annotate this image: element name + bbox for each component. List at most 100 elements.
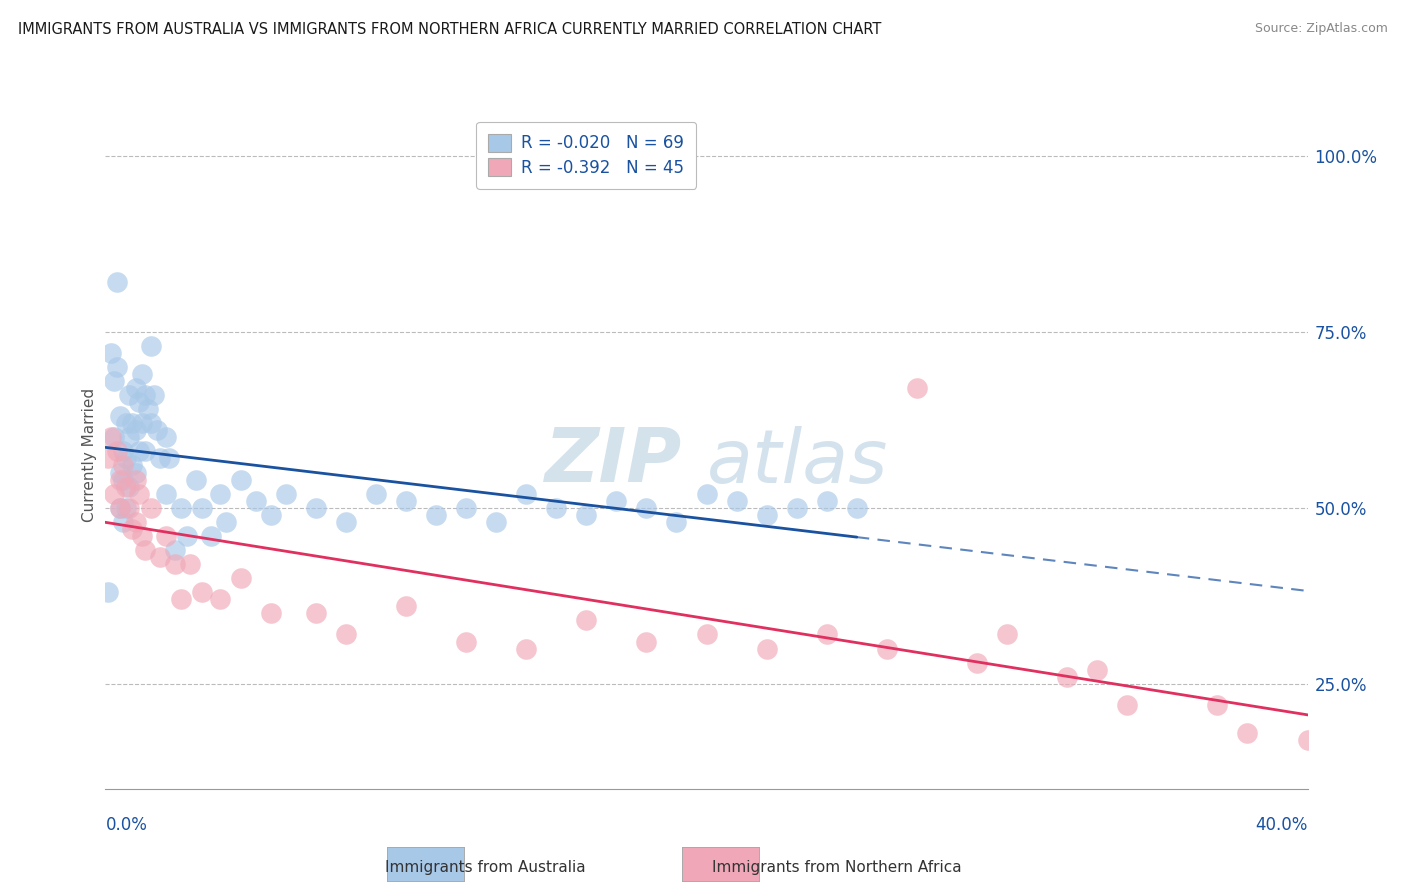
Point: [118, 500, 141, 515]
Point: [121, 522, 143, 536]
Point: [190, 500, 212, 515]
Point: [229, 571, 252, 585]
Point: [1236, 726, 1258, 740]
Point: [110, 473, 132, 487]
Point: [134, 388, 156, 402]
Point: [200, 529, 222, 543]
Point: [107, 444, 129, 458]
Text: 40.0%: 40.0%: [1256, 816, 1308, 834]
Point: [163, 557, 186, 571]
Point: [335, 515, 357, 529]
Point: [142, 388, 165, 402]
Point: [103, 486, 125, 500]
Point: [155, 430, 177, 444]
Point: [97, 585, 120, 599]
Point: [208, 592, 231, 607]
Point: [124, 466, 146, 480]
Legend: R = -0.020   N = 69, R = -0.392   N = 45: R = -0.020 N = 69, R = -0.392 N = 45: [477, 122, 696, 188]
Point: [110, 500, 132, 515]
Point: [155, 486, 177, 500]
Point: [755, 641, 778, 656]
Point: [103, 374, 125, 388]
Point: [636, 634, 658, 648]
Point: [97, 451, 120, 466]
Point: [636, 500, 658, 515]
Point: [107, 359, 129, 374]
Point: [214, 515, 236, 529]
Point: [118, 480, 141, 494]
Point: [755, 508, 778, 522]
Point: [169, 500, 191, 515]
Point: [124, 515, 146, 529]
Text: Source: ZipAtlas.com: Source: ZipAtlas.com: [1254, 22, 1388, 36]
Point: [112, 444, 135, 458]
Point: [148, 549, 170, 564]
Text: ZIP: ZIP: [546, 425, 682, 498]
Text: 0.0%: 0.0%: [105, 816, 148, 834]
Point: [139, 416, 162, 430]
Point: [155, 529, 177, 543]
Point: [1056, 670, 1078, 684]
Point: [148, 451, 170, 466]
Point: [845, 500, 868, 515]
Point: [1296, 733, 1319, 747]
Point: [1085, 663, 1108, 677]
Point: [107, 276, 129, 290]
Point: [124, 381, 146, 395]
Point: [456, 634, 478, 648]
Point: [208, 486, 231, 500]
Point: [515, 486, 537, 500]
Point: [546, 500, 568, 515]
Point: [456, 500, 478, 515]
Point: [157, 451, 180, 466]
Point: [1116, 698, 1139, 712]
Point: [131, 367, 153, 381]
Point: [274, 486, 297, 500]
Point: [112, 515, 135, 529]
Point: [425, 508, 447, 522]
Point: [136, 402, 159, 417]
Point: [815, 493, 838, 508]
Point: [121, 416, 143, 430]
Point: [134, 543, 156, 558]
Point: [335, 627, 357, 641]
Point: [786, 500, 808, 515]
Point: [696, 627, 718, 641]
Point: [139, 500, 162, 515]
Point: [260, 508, 283, 522]
Text: Immigrants from Australia: Immigrants from Australia: [385, 860, 585, 874]
Point: [115, 416, 138, 430]
Point: [100, 430, 122, 444]
Point: [163, 543, 186, 558]
Point: [124, 423, 146, 437]
Point: [112, 473, 135, 487]
Point: [131, 416, 153, 430]
Point: [115, 451, 138, 466]
Point: [575, 508, 598, 522]
Point: [665, 515, 688, 529]
Point: [176, 529, 198, 543]
Point: [145, 423, 167, 437]
Point: [131, 529, 153, 543]
Point: [905, 381, 928, 395]
Point: [260, 607, 283, 621]
Point: [100, 346, 122, 360]
Point: [179, 557, 201, 571]
Point: [876, 641, 898, 656]
Point: [103, 430, 125, 444]
Y-axis label: Currently Married: Currently Married: [82, 388, 97, 522]
Point: [110, 500, 132, 515]
Point: [128, 395, 150, 409]
Point: [115, 500, 138, 515]
Point: [124, 473, 146, 487]
Point: [190, 585, 212, 599]
Point: [169, 592, 191, 607]
Point: [395, 599, 418, 614]
Point: [725, 493, 748, 508]
Point: [110, 466, 132, 480]
Point: [696, 486, 718, 500]
Point: [110, 409, 132, 424]
Point: [184, 473, 207, 487]
Point: [815, 627, 838, 641]
Point: [229, 473, 252, 487]
